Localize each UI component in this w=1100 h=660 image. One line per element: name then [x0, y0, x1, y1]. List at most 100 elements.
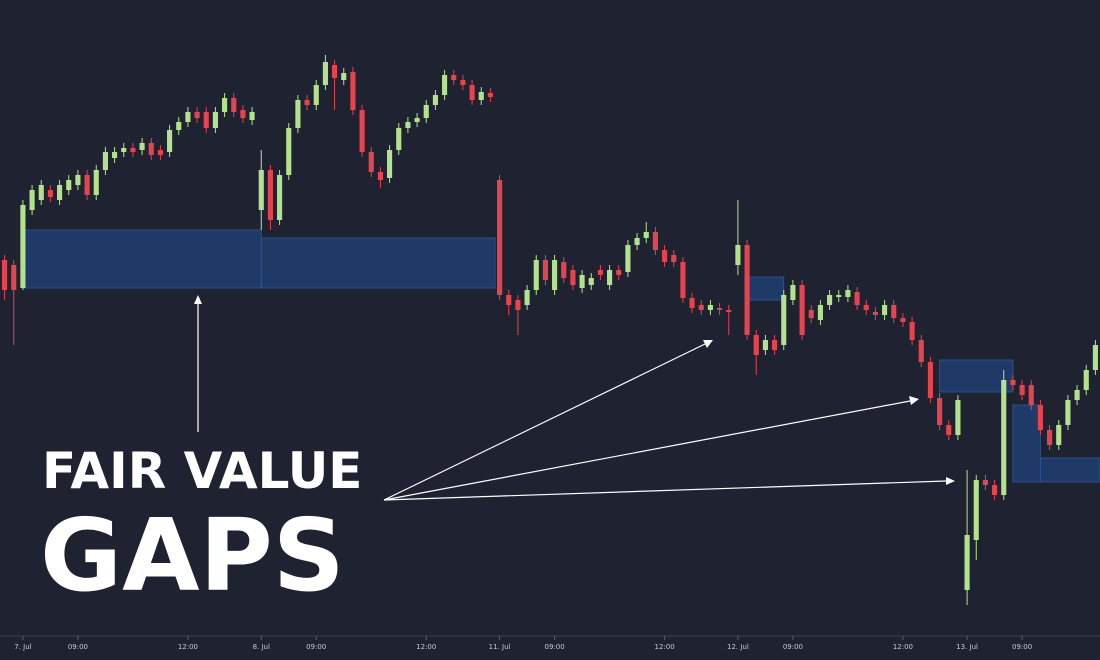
x-tick-label: 09:00 [544, 643, 564, 651]
candle-body [790, 285, 796, 300]
candle-body [313, 85, 319, 105]
candle-body [1037, 405, 1043, 430]
x-tick-label: 09:00 [306, 643, 326, 651]
candle-body [799, 285, 805, 335]
candle-body [387, 150, 393, 178]
candle-body [304, 100, 310, 105]
candle-body [643, 232, 649, 238]
candle-body [38, 185, 44, 200]
candle-body [66, 180, 72, 190]
arrow [383, 480, 947, 501]
x-tick-label: 09:00 [783, 643, 803, 651]
candle-body [359, 110, 365, 152]
candle-body [570, 270, 576, 285]
candle-body [533, 260, 539, 290]
candle-body [176, 122, 182, 130]
candle-body [542, 260, 548, 280]
x-tick-label: 12:00 [893, 643, 913, 651]
candle-body [93, 170, 99, 195]
candle-body [167, 130, 173, 152]
candle-body [258, 170, 264, 210]
candle-body [772, 340, 778, 350]
x-tick-label: 12. Jul [727, 643, 749, 651]
candle-body [405, 122, 411, 128]
candle-body [29, 190, 35, 210]
candle-body [469, 85, 475, 100]
x-tick-label: 12:00 [654, 643, 674, 651]
candle-body [121, 148, 127, 152]
candle-body [1028, 385, 1034, 405]
candle-body [222, 98, 228, 112]
candle-body [451, 75, 457, 80]
candle-body [1047, 430, 1053, 445]
x-tick-label: 13. Jul [956, 643, 978, 651]
candle-body [634, 238, 640, 245]
candle-body [625, 245, 631, 272]
arrow-head [909, 396, 919, 405]
candle-body [487, 93, 493, 97]
candle-body [377, 172, 383, 180]
candle-body [872, 312, 878, 315]
candle-body [47, 190, 53, 197]
candle-body [423, 105, 429, 118]
candle-body [1074, 390, 1080, 400]
headline-line-2: GAPS [40, 497, 345, 614]
candle-body [918, 340, 924, 362]
candle-body [267, 170, 273, 220]
candle-body [652, 232, 658, 250]
candle-body [735, 245, 741, 265]
fvg-zone [746, 276, 785, 301]
candle-body [561, 262, 567, 278]
candle-body [332, 65, 338, 78]
x-tick-label: 8. Jul [253, 643, 270, 651]
candle-body [497, 180, 503, 295]
x-tick-label: 12:00 [416, 643, 436, 651]
candle-body [662, 250, 668, 262]
candle-body [212, 112, 218, 128]
x-tick-label: 7. Jul [14, 643, 31, 651]
candle-body [478, 92, 484, 100]
candle-body [698, 305, 704, 310]
candle-body [597, 270, 603, 275]
candle-body [414, 118, 420, 122]
candle-body [781, 295, 787, 345]
fvg-zone [22, 229, 262, 289]
candle-body [671, 255, 677, 262]
candle-body [350, 72, 356, 110]
x-tick-label: 11. Jul [489, 643, 511, 651]
candle-body [442, 75, 448, 95]
arrow-head [946, 477, 955, 485]
candle-body [2, 260, 8, 290]
candle-body [157, 150, 163, 155]
candle-body [368, 152, 374, 172]
candle-body [1092, 345, 1098, 370]
arrow [383, 343, 706, 501]
x-tick-label: 09:00 [1012, 643, 1032, 651]
candles [2, 55, 1098, 605]
candle-body [616, 270, 622, 275]
candle-body [762, 340, 768, 350]
candle-body [909, 322, 915, 340]
candle-body [57, 185, 63, 200]
candle-body [891, 305, 897, 318]
candle-body [973, 480, 979, 540]
candle-body [139, 143, 145, 150]
candle-body [955, 400, 961, 435]
candle-body [286, 128, 292, 175]
candle-body [836, 295, 842, 297]
fvg-zone [1012, 404, 1041, 483]
candle-body [249, 112, 255, 120]
candle-body [1001, 380, 1007, 495]
candle-body [808, 310, 814, 318]
candle-body [717, 308, 723, 310]
candle-body [84, 175, 90, 195]
candle-body [946, 425, 952, 435]
arrow-head [703, 340, 713, 348]
candle-body [817, 305, 823, 320]
candle-body [689, 298, 695, 308]
candle-body [194, 112, 200, 118]
candle-body [707, 305, 713, 310]
candle-body [680, 262, 686, 298]
